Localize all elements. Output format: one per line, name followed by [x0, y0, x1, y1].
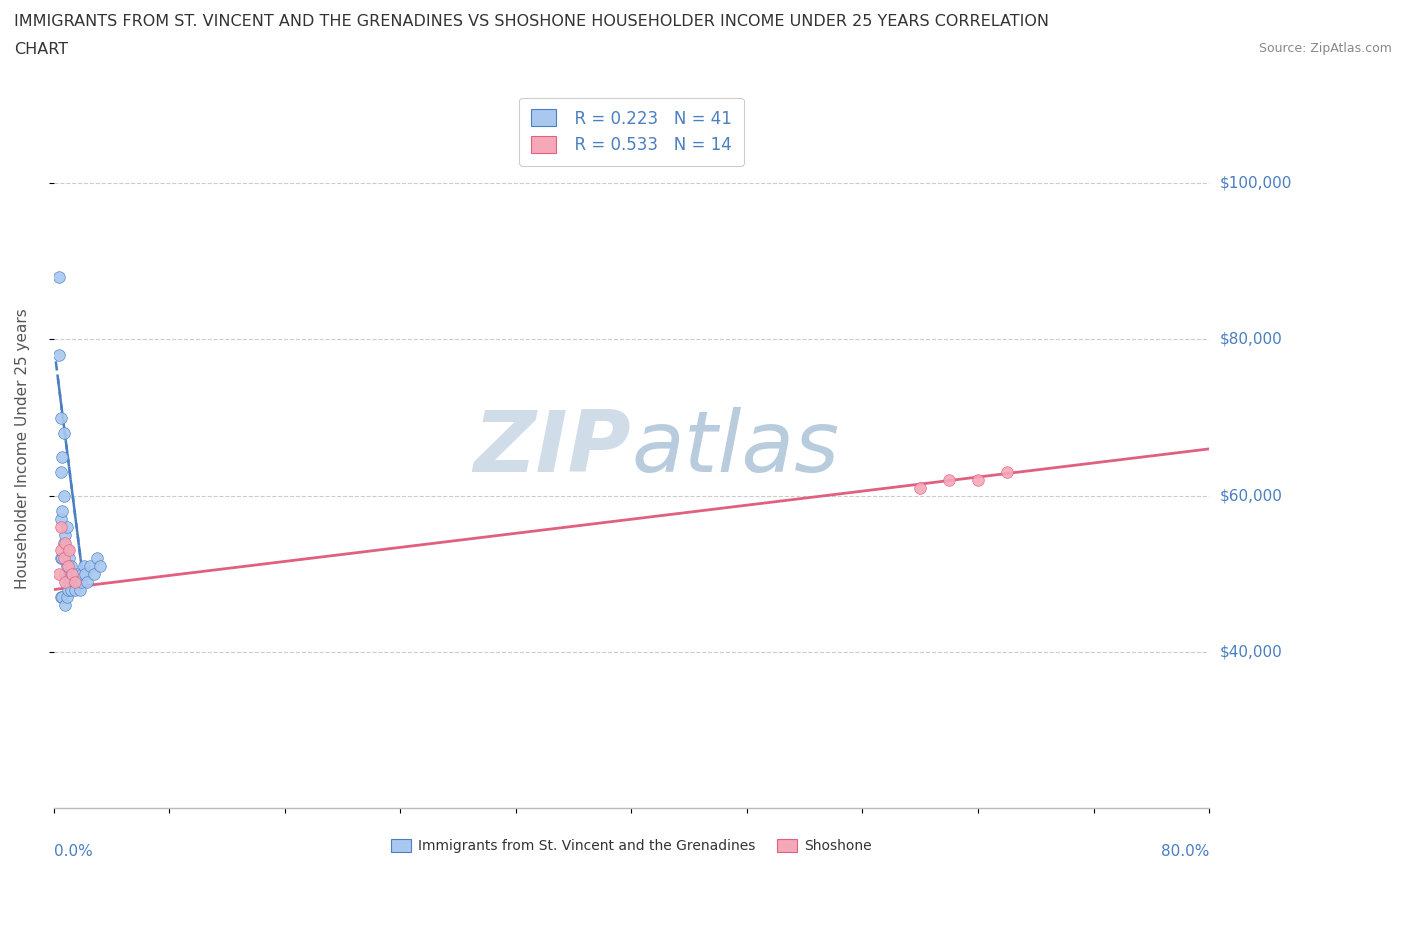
Point — [52, 551, 75, 565]
Point — [48, 566, 70, 581]
Point — [995, 465, 1018, 480]
Point — [51, 590, 73, 604]
Y-axis label: Householder Income Under 25 years: Householder Income Under 25 years — [15, 309, 30, 590]
Point — [76, 575, 98, 590]
Point — [59, 582, 82, 597]
Text: IMMIGRANTS FROM ST. VINCENT AND THE GRENADINES VS SHOSHONE HOUSEHOLDER INCOME UN: IMMIGRANTS FROM ST. VINCENT AND THE GREN… — [14, 14, 1049, 29]
Text: $40,000: $40,000 — [1220, 644, 1282, 659]
Point — [75, 566, 97, 581]
Point — [69, 582, 91, 597]
Point — [51, 551, 73, 565]
Point — [59, 559, 82, 574]
Text: $60,000: $60,000 — [1220, 488, 1284, 503]
Point — [66, 566, 89, 581]
Point — [86, 551, 108, 565]
Legend: Immigrants from St. Vincent and the Grenadines, Shoshone: Immigrants from St. Vincent and the Gren… — [385, 834, 877, 859]
Point — [73, 559, 96, 574]
Point — [938, 472, 960, 487]
Point — [53, 566, 76, 581]
Point — [58, 543, 80, 558]
Point — [48, 348, 70, 363]
Point — [67, 575, 90, 590]
Point — [56, 582, 79, 597]
Point — [49, 543, 72, 558]
Point — [52, 426, 75, 441]
Point — [52, 488, 75, 503]
Text: 80.0%: 80.0% — [1161, 844, 1209, 859]
Point — [49, 520, 72, 535]
Point — [52, 536, 75, 551]
Point — [56, 559, 79, 574]
Text: ZIP: ZIP — [474, 407, 631, 490]
Point — [58, 575, 80, 590]
Point — [49, 465, 72, 480]
Text: $80,000: $80,000 — [1220, 332, 1282, 347]
Point — [79, 559, 101, 574]
Point — [83, 566, 105, 581]
Point — [65, 575, 87, 590]
Point — [58, 551, 80, 565]
Point — [56, 543, 79, 558]
Point — [63, 575, 86, 590]
Point — [53, 527, 76, 542]
Point — [49, 512, 72, 526]
Point — [55, 590, 77, 604]
Point — [65, 582, 87, 597]
Text: Source: ZipAtlas.com: Source: ZipAtlas.com — [1258, 42, 1392, 55]
Point — [49, 590, 72, 604]
Text: CHART: CHART — [14, 42, 67, 57]
Point — [55, 520, 77, 535]
Point — [908, 481, 931, 496]
Point — [53, 575, 76, 590]
Point — [53, 598, 76, 613]
Point — [49, 410, 72, 425]
Point — [72, 566, 94, 581]
Point — [53, 536, 76, 551]
Text: $100,000: $100,000 — [1220, 176, 1292, 191]
Point — [51, 449, 73, 464]
Text: 0.0%: 0.0% — [53, 844, 93, 859]
Point — [89, 559, 111, 574]
Point — [51, 504, 73, 519]
Point — [48, 270, 70, 285]
Point — [60, 566, 83, 581]
Point — [49, 551, 72, 565]
Point — [60, 566, 83, 581]
Point — [70, 575, 93, 590]
Point — [55, 559, 77, 574]
Text: atlas: atlas — [631, 407, 839, 490]
Point — [967, 472, 990, 487]
